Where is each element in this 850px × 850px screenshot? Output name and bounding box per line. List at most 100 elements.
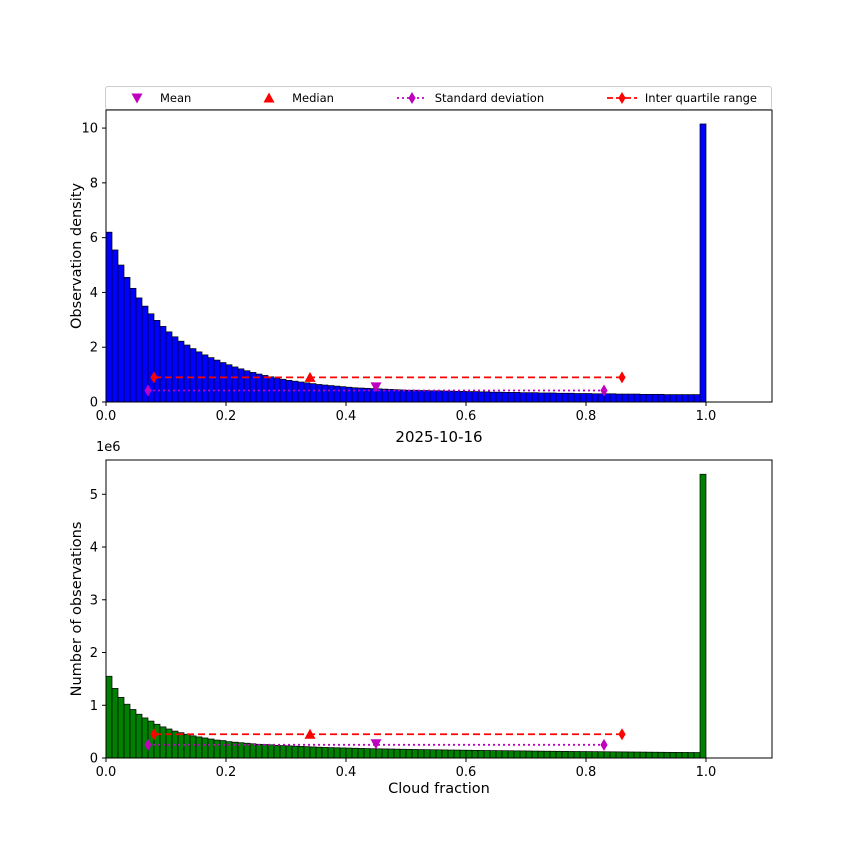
histogram-bar [615, 393, 623, 403]
histogram-bar [597, 751, 605, 759]
observation-count-histogram-bars [105, 473, 707, 759]
histogram-bar [573, 393, 581, 403]
histogram-bar [687, 752, 695, 759]
histogram-bar [669, 752, 677, 759]
histogram-bar [459, 749, 467, 759]
histogram-bar [531, 750, 539, 759]
histogram-bar [453, 390, 461, 403]
diamond-marker [618, 728, 626, 741]
histogram-bar [147, 720, 155, 759]
histogram-bar [543, 392, 551, 403]
x-tick-label: 1.0 [696, 765, 717, 780]
triangle-up-marker [304, 371, 316, 382]
histogram-bar [405, 748, 413, 759]
histogram-bar [693, 752, 701, 759]
histogram-bar [309, 383, 317, 403]
legend-item-median: Median [252, 91, 334, 105]
histogram-bar [663, 751, 671, 759]
histogram-bar [615, 751, 623, 759]
diamond-marker [618, 92, 626, 104]
histogram-bar [411, 749, 419, 759]
histogram-bar [417, 749, 425, 759]
histogram-bar [639, 751, 647, 759]
histogram-bar [675, 394, 683, 403]
histogram-bar [525, 392, 533, 403]
histogram-bar [639, 393, 647, 403]
diamond-marker [600, 384, 608, 397]
histogram-bar [117, 696, 125, 759]
y-tick-label: 6 [90, 231, 98, 246]
histogram-bar [345, 747, 353, 759]
x-tick-label: 0.8 [576, 409, 597, 424]
observation-density-histogram-bars [105, 123, 707, 403]
diamond-marker [150, 728, 158, 741]
histogram-bar [645, 751, 653, 759]
histogram-bar [495, 391, 503, 403]
histogram-bar [255, 743, 263, 759]
histogram-bar [171, 336, 179, 403]
histogram-bar [297, 381, 305, 403]
legend-label: Median [292, 91, 334, 105]
triangle-down-marker [131, 93, 143, 104]
histogram-bar [519, 392, 527, 403]
y-tick-label: 0 [90, 396, 98, 411]
histogram-bar [573, 751, 581, 759]
histogram-bar [555, 392, 563, 403]
histogram-bar [477, 750, 485, 759]
histogram-bar [699, 123, 707, 403]
histogram-bar [579, 751, 587, 759]
histogram-bar [603, 751, 611, 759]
diamond-icon [606, 92, 637, 104]
y-tick-label: 8 [90, 176, 98, 191]
legend-item-inter-quartile-range: Inter quartile range [605, 91, 757, 105]
histogram-bar [135, 297, 143, 403]
histogram-bar [567, 392, 575, 403]
histogram-bar [693, 394, 701, 403]
histogram-bar [303, 746, 311, 759]
y-tick-label: 2 [90, 341, 98, 356]
histogram-bar [687, 394, 695, 403]
x-tick-label: 0.8 [576, 765, 597, 780]
histogram-bar [273, 744, 281, 759]
histogram-bar [279, 745, 287, 759]
histogram-bar [105, 675, 113, 759]
histogram-bar [303, 382, 311, 403]
histogram-bar [333, 385, 341, 403]
axes-frame [105, 459, 773, 759]
histogram-bar [423, 749, 431, 759]
x-axis-label: Cloud fraction [388, 781, 490, 797]
histogram-bar [465, 391, 473, 403]
histogram-bar [507, 392, 515, 403]
histogram-bar [441, 390, 449, 403]
histogram-bar [537, 750, 545, 759]
histogram-bar [207, 357, 215, 403]
histogram-bar [633, 393, 641, 403]
histogram-bar [489, 391, 497, 403]
histogram-bar [375, 748, 383, 759]
observation-density-histogram: 0.0 0.2 0.4 0.6 0.8 1.0 0 2 4 6 8 10 [81, 109, 773, 424]
histogram-bar [267, 376, 275, 403]
y-tick-label: 1 [90, 699, 98, 714]
triangle-down-icon [131, 93, 143, 104]
histogram-bar [135, 713, 143, 759]
histogram-bar [315, 384, 323, 403]
histogram-bar [657, 393, 665, 403]
histogram-bar [141, 717, 149, 759]
x-tick-label: 0.6 [456, 409, 477, 424]
histogram-bar [321, 747, 329, 759]
histogram-bar [291, 745, 299, 759]
histogram-bar [111, 688, 119, 759]
y-axis-label-density: Observation density [69, 182, 85, 330]
histogram-bar [219, 740, 227, 759]
histogram-bar [471, 391, 479, 403]
histogram-bar [621, 393, 629, 403]
histogram-bar [447, 390, 455, 403]
histogram-bar [519, 750, 527, 759]
histogram-bar [309, 746, 317, 759]
y-tick-label: 10 [81, 122, 98, 137]
histogram-bar [231, 366, 239, 403]
histogram-bar [609, 393, 617, 403]
histogram-bar [261, 375, 269, 403]
